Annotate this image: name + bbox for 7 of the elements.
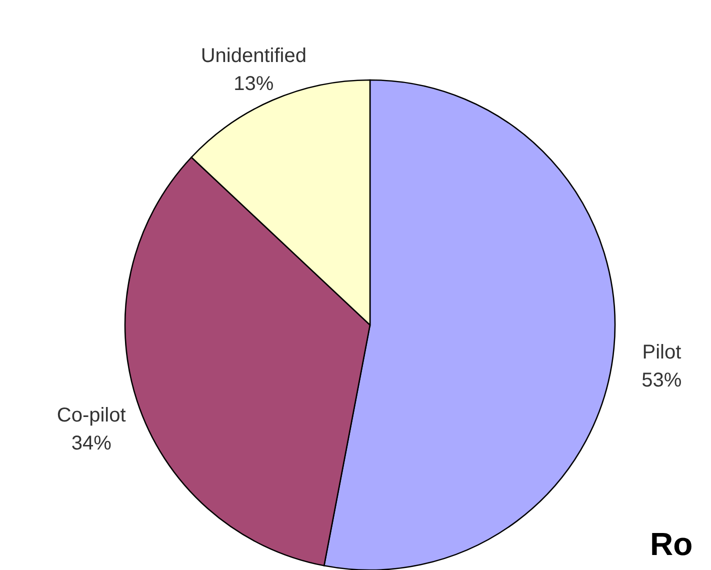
data-label: 53% — [642, 370, 682, 392]
slice-label: Co-pilot — [56, 404, 126, 427]
slice-label: Pilot — [642, 342, 682, 364]
data-label: 13% — [234, 73, 274, 96]
text: Ro — [650, 526, 693, 562]
data-label: 34% — [71, 432, 112, 455]
slice-label: Unidentified — [200, 45, 306, 68]
